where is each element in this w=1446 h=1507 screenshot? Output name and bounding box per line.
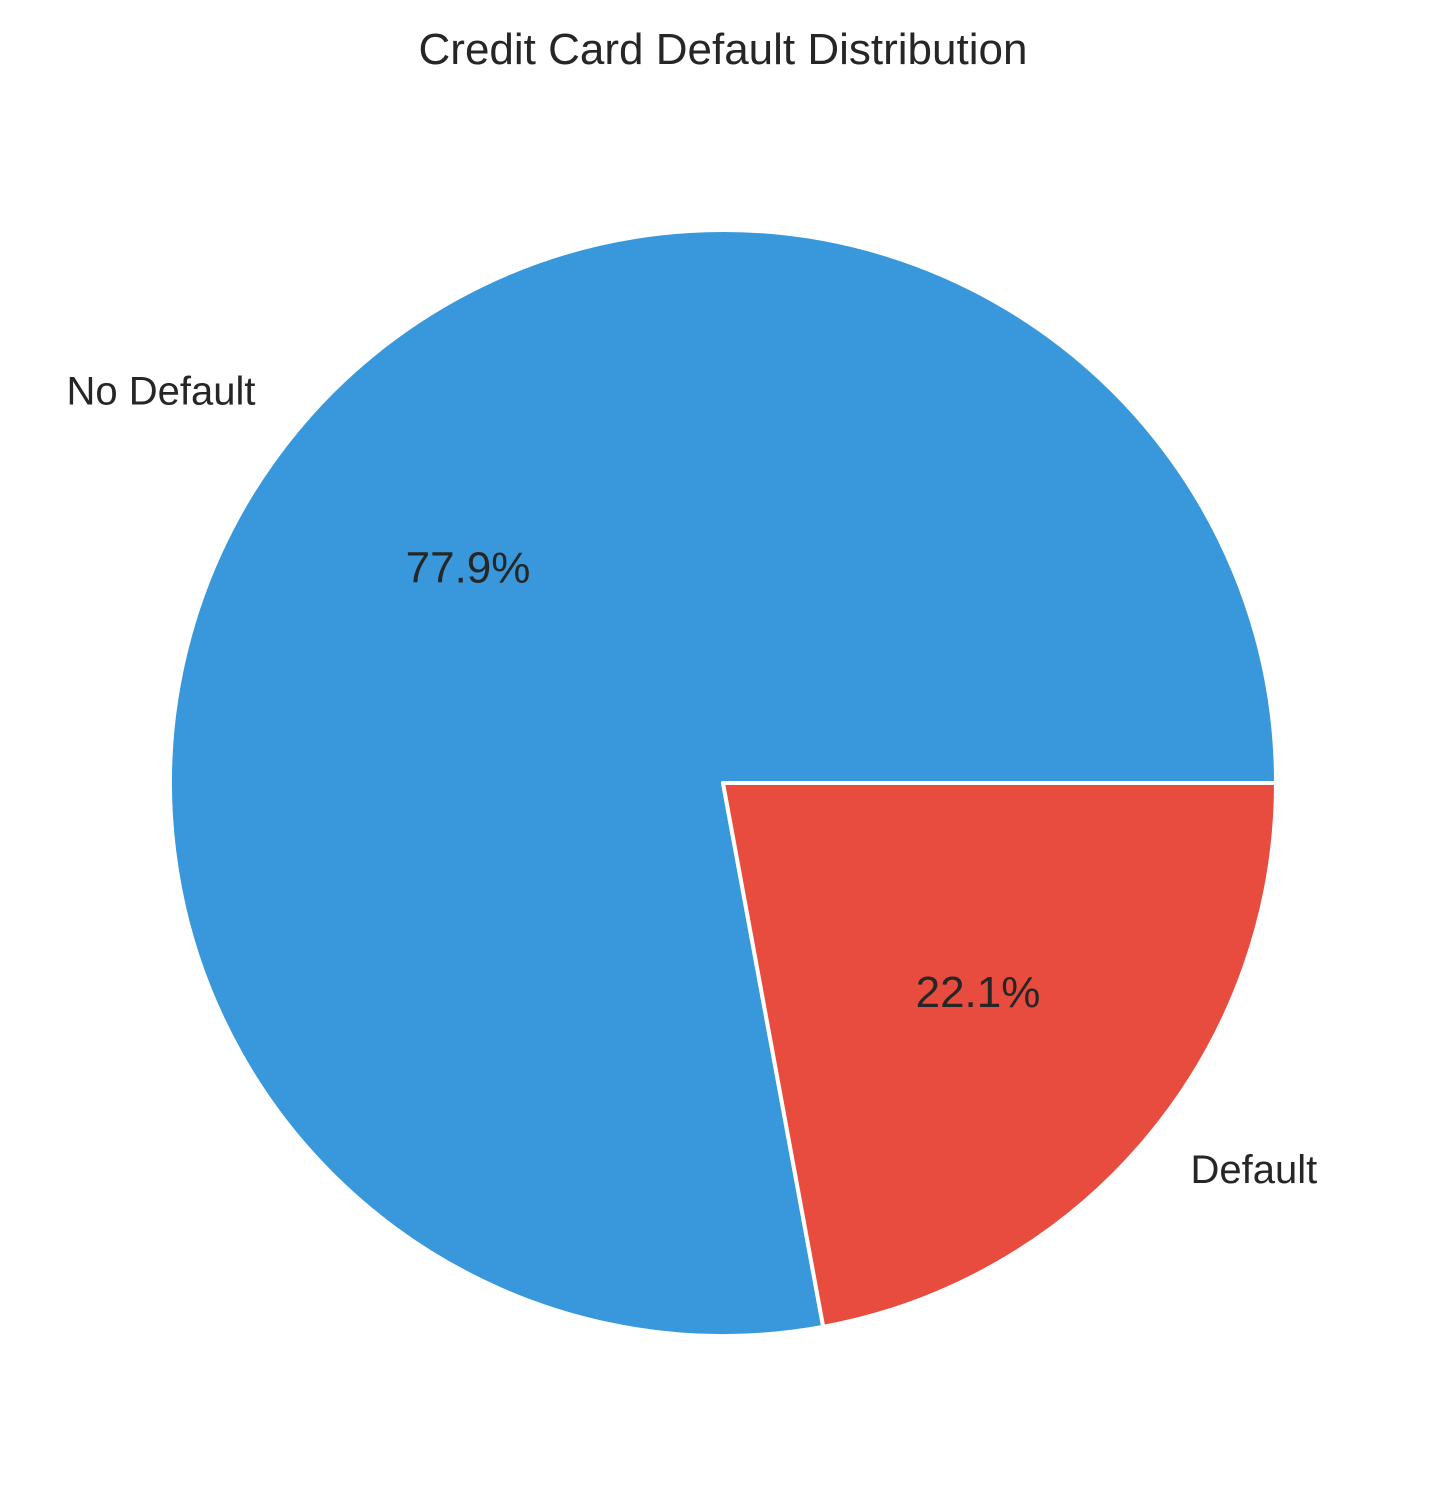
- pie-slice-no-default: [168, 228, 1278, 1338]
- chart-title: Credit Card Default Distribution: [419, 25, 1028, 74]
- pie-slices: [168, 228, 1278, 1338]
- pie-slice-default: [721, 781, 1278, 1329]
- pie-label-no-default: No Default: [67, 369, 256, 413]
- pie-labels: No Default 77.9% Default 22.1%: [67, 369, 1318, 1191]
- pie-pct-label-no-default: 77.9%: [406, 543, 531, 592]
- pie-pct-label-default: 22.1%: [916, 968, 1041, 1017]
- pie-label-default: Default: [1190, 1148, 1317, 1192]
